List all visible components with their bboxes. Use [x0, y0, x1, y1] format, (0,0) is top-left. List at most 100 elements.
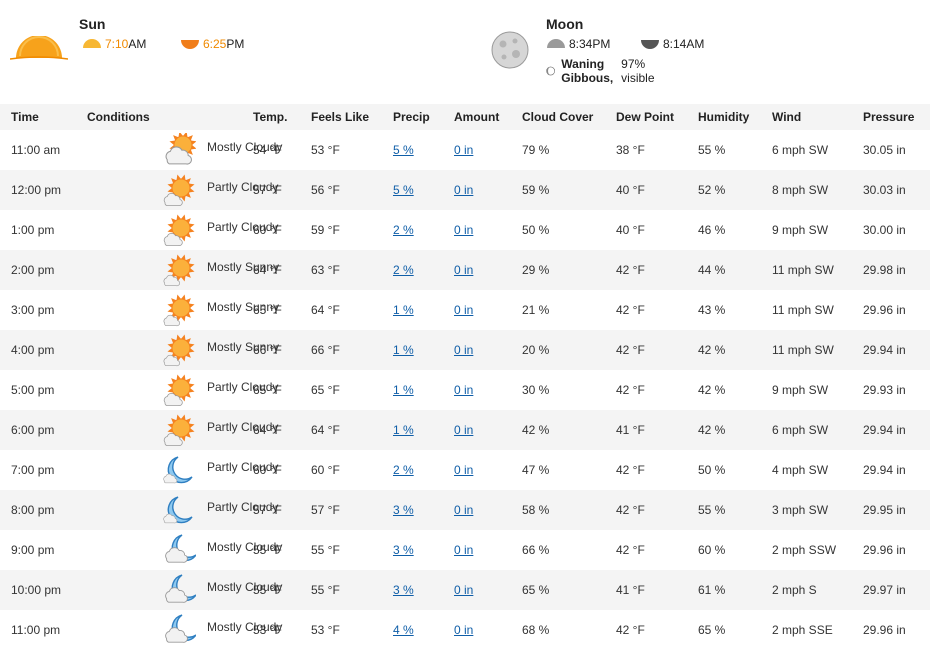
cell-conditions: Partly Cloudy [76, 410, 278, 450]
precip-link[interactable]: 1 % [393, 343, 414, 357]
cell-precip: 2 % [382, 450, 443, 490]
mostly-cloudy-night-icon [165, 534, 196, 563]
cell-conditions: Partly Cloudy [76, 450, 278, 490]
cell-wind: 11 mph SW [761, 250, 852, 290]
header-row: Time Conditions Temp. Feels Like Precip Amoun… [0, 104, 930, 130]
precip-link[interactable]: 3 % [393, 543, 414, 557]
cell-precip: 2 % [382, 210, 443, 250]
cell-feels: 55 °F [311, 543, 340, 557]
amount-link[interactable]: 0 in [454, 383, 474, 397]
table-row: 4:00 pm Mostly Sunny 66 °F 66 °F 1 % 0 in 20 … [0, 330, 930, 370]
precip-link[interactable]: 5 % [393, 183, 414, 197]
cell-press: 29.94 in [852, 410, 930, 450]
cell-conditions: Partly Cloudy [76, 490, 278, 530]
cell-feels: 64 °F [311, 303, 340, 317]
cell-cloud: 50 % [522, 223, 550, 237]
precip-link[interactable]: 5 % [393, 143, 414, 157]
precip-link[interactable]: 3 % [393, 583, 414, 597]
precip-link[interactable]: 2 % [393, 263, 414, 277]
moonrise-icon [547, 39, 565, 48]
amount-link[interactable]: 0 in [454, 623, 474, 637]
cell-press: 29.97 in [852, 570, 930, 610]
conditions-text: Mostly Cloudy [207, 140, 283, 154]
amount-link[interactable]: 0 in [454, 303, 474, 317]
table-row: 6:00 pm Partly Cloudy 64 °F 64 °F 1 % 0 in 42… [0, 410, 930, 450]
cell-conditions: Mostly Cloudy [76, 530, 282, 570]
sunrise-time: 7:10 [105, 37, 129, 51]
cell-cloud: 20 % [511, 330, 605, 370]
amount-link[interactable]: 0 in [454, 583, 474, 597]
cell-hum: 43 % [698, 303, 726, 317]
precip-link[interactable]: 2 % [393, 463, 414, 477]
conditions-text: Partly Cloudy [207, 420, 279, 434]
hourly-forecast-table: Time Conditions Temp. Feels Like Precip Amoun… [0, 104, 930, 650]
sunset-time: 6:25 [203, 37, 227, 51]
cell-wind: 2 mph S [761, 570, 852, 610]
cell-temp: 66 °F [242, 330, 300, 370]
cell-press: 29.93 in [863, 383, 906, 397]
amount-link[interactable]: 0 in [454, 183, 474, 197]
sunset-icon [181, 40, 199, 49]
moonset-time: 8:14AM [663, 37, 705, 51]
mostly-sunny-icon [163, 334, 195, 367]
precip-link[interactable]: 1 % [393, 423, 414, 437]
conditions-wrap: Partly Cloudy [76, 370, 278, 410]
conditions-wrap: Mostly Cloudy [76, 570, 282, 610]
mostly-sunny-icon [163, 294, 195, 327]
precip-link[interactable]: 4 % [393, 623, 414, 637]
moon-phase-name: Waning Gibbous, [561, 57, 614, 85]
moon-phase: Waning Gibbous, 97% visible [546, 57, 656, 85]
amount-link[interactable]: 0 in [454, 463, 474, 477]
column-header-precip: Precip [382, 104, 443, 130]
moon-icon [491, 31, 529, 69]
cell-temp: 64 °F [242, 410, 300, 450]
precip-link[interactable]: 3 % [393, 503, 414, 517]
partly-cloudy-night-icon [163, 496, 193, 524]
cell-dew: 42 °F [605, 330, 687, 370]
cell-dew: 42 °F [616, 303, 645, 317]
cell-cloud: 68 % [522, 623, 550, 637]
cell-temp: 55 °F [253, 543, 282, 557]
amount-link[interactable]: 0 in [454, 263, 474, 277]
cell-dew: 42 °F [616, 383, 645, 397]
amount-link[interactable]: 0 in [454, 543, 474, 557]
cell-precip: 3 % [382, 530, 443, 570]
cell-precip: 1 % [382, 330, 443, 370]
table-row: 12:00 pm Partly Cloudy 57 °F 56 °F 5 % 0 in 5… [0, 170, 930, 210]
cell-temp: 57 °F [242, 170, 300, 210]
amount-link[interactable]: 0 in [454, 143, 474, 157]
cell-amount: 0 in [443, 610, 511, 650]
cell-time: 6:00 pm [0, 410, 76, 450]
cell-press: 30.00 in [863, 223, 906, 237]
cell-conditions: Mostly Cloudy [76, 130, 282, 170]
cell-conditions: Mostly Cloudy [76, 610, 282, 650]
amount-link[interactable]: 0 in [454, 503, 474, 517]
conditions-text: Partly Cloudy [207, 460, 279, 474]
cell-wind: 3 mph SW [761, 490, 852, 530]
amount-link[interactable]: 0 in [454, 423, 474, 437]
cell-precip: 3 % [382, 490, 443, 530]
cell-precip: 4 % [382, 610, 443, 650]
column-header-time: Time [0, 104, 76, 130]
cell-feels: 60 °F [311, 463, 340, 477]
cell-temp: 65 °F [253, 383, 282, 397]
precip-link[interactable]: 1 % [393, 383, 414, 397]
cell-wind: 8 mph SW [761, 170, 852, 210]
cell-wind: 9 mph SW [772, 383, 829, 397]
table-row: 10:00 pm Mostly Cloudy 55 °F 55 °F 3 % 0 in 6… [0, 570, 930, 610]
cell-time: 3:00 pm [11, 303, 55, 317]
cell-wind: 6 mph SW [772, 143, 829, 157]
cell-precip: 1 % [382, 370, 443, 410]
precip-link[interactable]: 1 % [393, 303, 414, 317]
cell-precip: 5 % [382, 130, 443, 170]
cell-amount: 0 in [443, 130, 511, 170]
cell-hum: 60 % [698, 543, 726, 557]
amount-link[interactable]: 0 in [454, 223, 474, 237]
moon-phase-icon [546, 66, 555, 76]
partly-sunny-icon [163, 174, 195, 206]
cell-temp: 55 °F [242, 570, 300, 610]
amount-link[interactable]: 0 in [454, 343, 474, 357]
cell-precip: 3 % [382, 570, 443, 610]
cell-hum: 50 % [698, 463, 726, 477]
precip-link[interactable]: 2 % [393, 223, 414, 237]
